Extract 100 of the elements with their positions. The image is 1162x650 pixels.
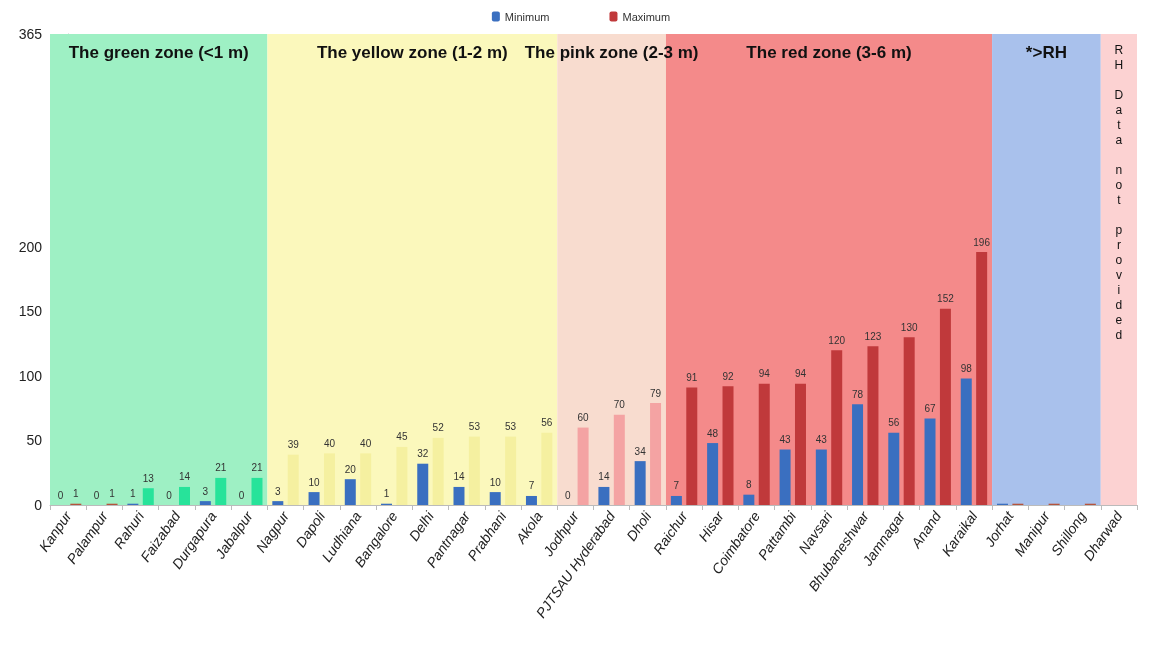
data-label: 94	[794, 368, 807, 380]
data-label: 14	[453, 471, 465, 483]
bar	[287, 454, 299, 505]
text: RH Data not provided	[1114, 42, 1124, 342]
bar	[453, 486, 465, 505]
data-label: 20	[344, 463, 357, 475]
bar	[707, 443, 719, 505]
band-label: The pink zone (2-3 m)	[524, 42, 699, 62]
bar	[758, 383, 770, 505]
data-label: 7	[673, 480, 680, 492]
bar	[867, 346, 879, 505]
bar	[272, 501, 284, 505]
bar	[903, 337, 915, 505]
data-label: 1	[109, 488, 116, 500]
data-label: 14	[598, 471, 610, 483]
bar	[960, 378, 972, 505]
band-label: The red zone (3-6 m)	[746, 42, 912, 62]
data-label: 91	[686, 372, 698, 384]
bar	[215, 477, 227, 505]
bar	[323, 453, 335, 505]
data-label: 7	[528, 480, 535, 492]
bar	[417, 463, 429, 505]
data-label: 10	[308, 476, 321, 488]
y-tick-label: 365	[18, 26, 43, 42]
bar	[722, 386, 734, 505]
data-label: 40	[360, 437, 372, 449]
bar	[396, 446, 408, 505]
data-label: 152	[937, 293, 955, 305]
bar	[179, 486, 191, 505]
data-label: 53	[468, 421, 481, 433]
data-label: 1	[130, 488, 137, 500]
legend-label: Minimum	[504, 10, 550, 23]
data-label: 32	[417, 448, 429, 460]
band-label: The yellow zone (1-2 m)	[316, 42, 508, 62]
data-label: 123	[864, 330, 882, 342]
bar	[650, 403, 662, 505]
data-label: 79	[649, 387, 662, 399]
y-tick-label: 0	[34, 497, 43, 513]
bar	[142, 488, 154, 505]
bar	[489, 492, 501, 505]
data-label: 120	[828, 334, 846, 346]
data-label: 52	[432, 422, 445, 434]
band-label: The green zone (<1 m)	[68, 42, 249, 62]
data-label: 70	[613, 399, 626, 411]
data-label: 1	[383, 488, 390, 500]
data-label: 13	[142, 472, 155, 484]
data-label: 39	[287, 439, 300, 451]
data-label: 78	[851, 388, 864, 400]
data-label: 67	[924, 403, 937, 415]
y-tick-label: 100	[18, 367, 43, 384]
data-label: 60	[577, 412, 590, 424]
data-label: 56	[541, 417, 553, 429]
bar	[939, 308, 951, 505]
data-label: 43	[779, 434, 792, 446]
data-label: 43	[815, 434, 828, 446]
data-label: 0	[166, 489, 173, 501]
data-label: 45	[396, 431, 408, 443]
data-label: 130	[900, 321, 918, 333]
bar	[852, 404, 864, 505]
data-label: 0	[238, 489, 245, 501]
bar	[670, 495, 682, 505]
y-tick-label: 200	[18, 238, 43, 255]
bar	[432, 437, 444, 505]
bar	[976, 252, 988, 505]
bar	[344, 479, 356, 505]
data-label: 98	[960, 363, 973, 375]
data-label: 56	[888, 417, 900, 429]
y-tick-label: 50	[26, 432, 43, 449]
data-label: 3	[275, 485, 282, 497]
bar	[577, 427, 589, 505]
data-label: 92	[722, 370, 735, 382]
bar	[779, 449, 791, 505]
data-label: 21	[215, 462, 227, 474]
legend-label: Maximum	[622, 10, 671, 23]
data-label: 40	[323, 437, 336, 449]
bar	[525, 495, 537, 505]
data-label: 34	[634, 445, 647, 457]
data-label: 14	[178, 471, 191, 483]
bar	[794, 383, 806, 505]
data-label: 94	[758, 368, 771, 380]
bar	[924, 418, 936, 505]
bar	[634, 461, 646, 505]
band-label: *>RH	[1025, 42, 1067, 62]
bar	[468, 436, 480, 505]
data-label: 0	[93, 489, 100, 501]
bar	[888, 432, 900, 505]
bar	[743, 494, 755, 505]
bar	[251, 477, 263, 505]
bar	[613, 414, 625, 505]
data-label: 3	[202, 485, 209, 497]
data-label: 0	[564, 489, 571, 501]
data-label: 48	[707, 427, 719, 439]
bar	[686, 387, 698, 505]
bar	[505, 436, 517, 505]
bar	[831, 350, 843, 505]
data-label: 10	[489, 476, 502, 488]
bar	[815, 449, 827, 505]
data-label: 21	[251, 462, 263, 474]
data-label: 0	[57, 489, 64, 501]
bar	[308, 492, 320, 505]
